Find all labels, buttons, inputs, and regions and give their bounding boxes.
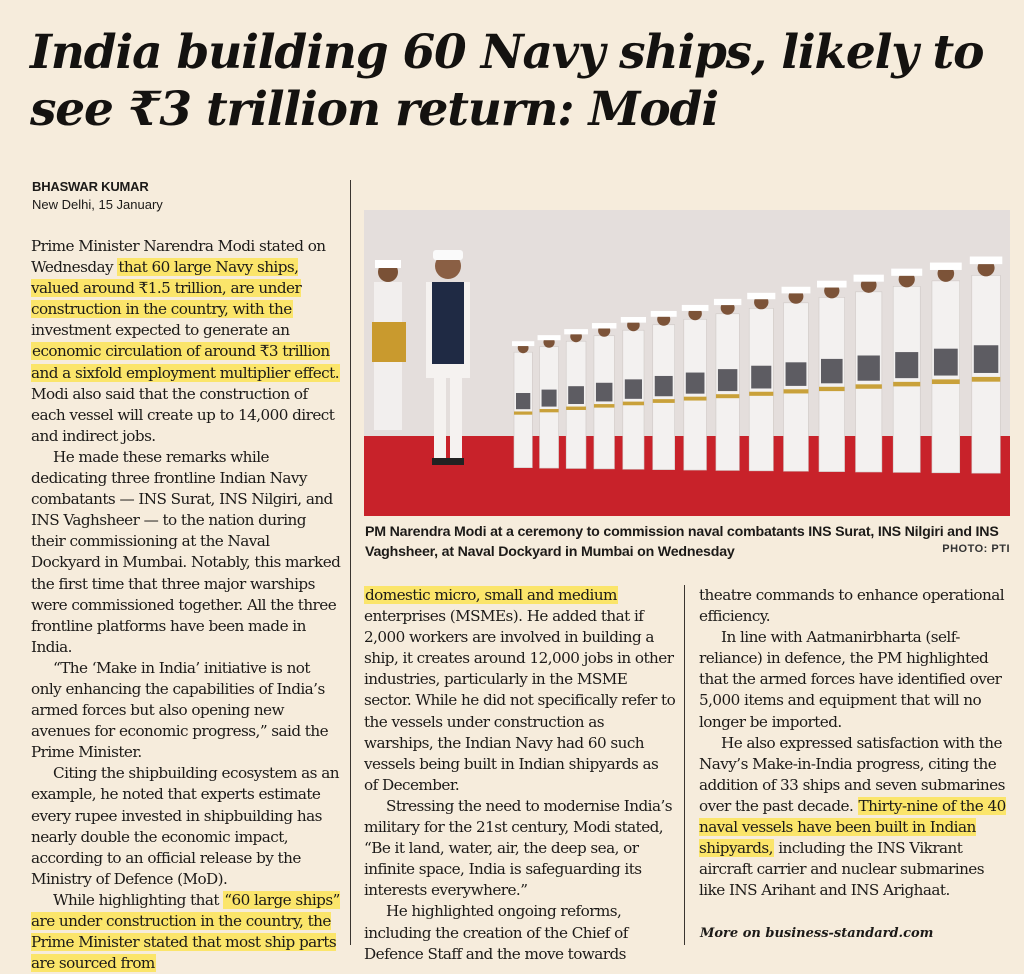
column-rule bbox=[350, 180, 351, 945]
photo-credit: PHOTO: PTI bbox=[942, 543, 1010, 555]
dateline: New Delhi, 15 January bbox=[32, 197, 163, 212]
ceremony-photo bbox=[364, 210, 1010, 516]
column-rule bbox=[684, 585, 685, 945]
photo-caption: PM Narendra Modi at a ceremony to commis… bbox=[365, 524, 999, 560]
headline: India building 60 Navy ships, likely to … bbox=[30, 25, 984, 137]
col2-paragraph-3: He highlighted ongoing reforms, includin… bbox=[364, 902, 628, 963]
col2-paragraph-2: Stressing the need to modernise India’s … bbox=[364, 796, 673, 900]
author: BHASWAR KUMAR bbox=[32, 179, 149, 194]
more-link[interactable]: More on business-standard.com bbox=[700, 926, 934, 941]
col1-paragraph-2: He made these remarks while dedicating t… bbox=[31, 447, 341, 656]
col1-paragraph-3: “The ‘Make in India’ initiative is not o… bbox=[31, 658, 329, 762]
column-1: Prime Minister Narendra Modi stated on W… bbox=[31, 236, 343, 974]
byline: BHASWAR KUMAR New Delhi, 15 January bbox=[32, 179, 163, 212]
ceremony-photo-illustration bbox=[364, 210, 1010, 516]
highlight: domestic micro, small and medium bbox=[364, 586, 618, 604]
highlight: that 60 large Navy ships, valued around … bbox=[31, 258, 302, 319]
col3-paragraph-1: theatre commands to enhance operational … bbox=[699, 586, 1005, 626]
col3-paragraph-3: He also expressed satisfaction with the … bbox=[699, 733, 1006, 900]
col1-paragraph-4: Citing the shipbuilding ecosystem as an … bbox=[31, 764, 340, 888]
col1-paragraph-5: While highlighting that “60 large ships”… bbox=[31, 890, 340, 973]
col2-paragraph-1: domestic micro, small and medium enterpr… bbox=[364, 586, 676, 794]
highlight: economic circulation of around ₹3 trilli… bbox=[31, 342, 340, 382]
col3-paragraph-2: In line with Aatmanirbharta (self-relian… bbox=[699, 628, 1002, 731]
column-3: theatre commands to enhance operational … bbox=[699, 585, 1009, 901]
col1-paragraph-1: Prime Minister Narendra Modi stated on W… bbox=[31, 237, 340, 445]
column-2: domestic micro, small and medium enterpr… bbox=[364, 585, 676, 965]
